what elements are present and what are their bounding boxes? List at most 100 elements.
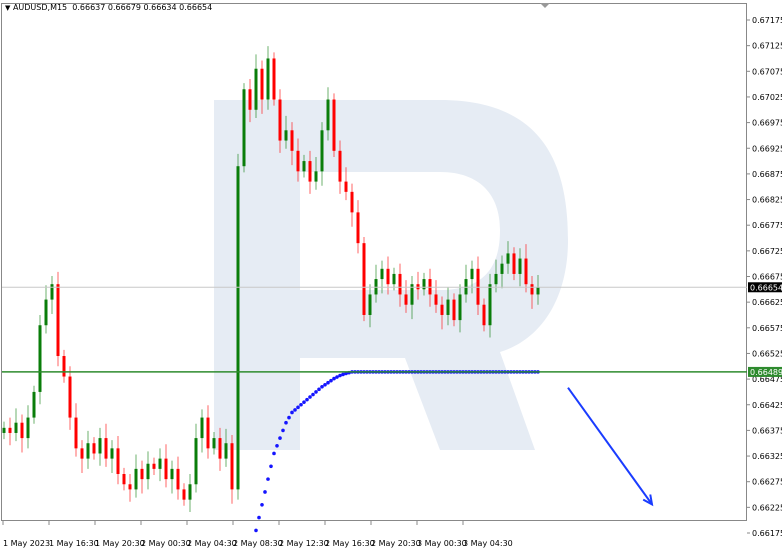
candle — [266, 46, 270, 110]
candle-body — [266, 58, 270, 100]
x-tick-label: 3 May 04:30 — [463, 539, 513, 548]
y-tick-label: 0.66525 — [752, 349, 782, 358]
indicator-dot — [338, 373, 342, 378]
indicator-dot — [323, 382, 327, 387]
indicator-dot — [257, 515, 261, 520]
candle — [428, 268, 432, 307]
candle — [146, 451, 150, 490]
candle-body — [260, 68, 264, 100]
candle — [416, 271, 420, 300]
candle-body — [182, 489, 186, 500]
candle — [170, 460, 174, 494]
candle — [476, 256, 480, 315]
candle — [104, 423, 108, 467]
candle-body — [488, 284, 492, 326]
dropdown-triangle-icon[interactable]: ▼ — [5, 4, 11, 12]
candle-body — [32, 391, 36, 418]
indicator-dot — [308, 395, 312, 399]
candle-body — [20, 422, 24, 439]
y-tick-label: 0.66575 — [752, 324, 782, 333]
candle-body — [212, 438, 216, 449]
y-tick-label: 0.66625 — [752, 298, 782, 307]
candle-body — [122, 474, 126, 485]
plot-frame — [1, 3, 747, 521]
candle — [200, 409, 204, 453]
candle-body — [290, 130, 294, 151]
candle-body — [458, 294, 462, 321]
candles-group — [2, 46, 540, 512]
y-tick-label: 0.66175 — [752, 529, 782, 538]
indicator-dot — [287, 415, 291, 420]
current-price-label: 0.66654 — [750, 283, 782, 292]
y-tick-label: 0.67075 — [752, 67, 782, 76]
indicator-dot — [281, 428, 285, 433]
candle — [260, 60, 264, 114]
indicator-dot — [266, 477, 270, 481]
candle-body — [536, 287, 540, 295]
candle-body — [164, 458, 168, 480]
candle-body — [68, 376, 72, 418]
candle-body — [374, 279, 378, 295]
candle-body — [152, 463, 156, 469]
candle — [464, 264, 468, 303]
price-axis: 0.67175 0.67125 0.67075 0.67025 0.66975 0.669… — [747, 16, 782, 538]
candle-body — [14, 422, 18, 433]
y-tick-label: 0.66675 — [752, 273, 782, 282]
candle-body — [506, 253, 510, 264]
candle-body — [332, 99, 336, 151]
candle — [434, 280, 438, 313]
candle — [392, 267, 396, 291]
candle-body — [284, 130, 288, 141]
candle-body — [104, 438, 108, 459]
candle — [122, 467, 126, 491]
candle-body — [512, 253, 516, 274]
candle-body — [368, 294, 372, 315]
candle — [2, 421, 6, 440]
candle — [308, 150, 312, 194]
candle — [374, 264, 378, 303]
candle — [230, 435, 234, 504]
indicator-dot — [329, 378, 333, 383]
candle-body — [56, 284, 60, 357]
x-tick-label: 2 May 00:30 — [141, 539, 191, 548]
forecast-arrow-line[interactable] — [567, 387, 653, 505]
candle-body — [92, 443, 96, 454]
candle — [158, 448, 162, 482]
candle — [128, 474, 132, 502]
indicator-dots — [254, 370, 540, 533]
candle — [164, 444, 168, 488]
candle — [446, 287, 450, 326]
candle — [218, 427, 222, 471]
candle — [26, 405, 30, 449]
candle — [38, 314, 42, 405]
candle — [116, 436, 120, 485]
candle-body — [200, 417, 204, 439]
indicator-dot — [278, 436, 282, 440]
candle — [536, 274, 540, 305]
indicator-dot — [335, 375, 339, 379]
candle — [8, 417, 12, 446]
candle — [350, 183, 354, 227]
candle-body — [380, 268, 384, 280]
x-tick-label: 2 May 16:30 — [325, 539, 375, 548]
x-tick-label: 1 May 20:30 — [95, 539, 145, 548]
candle — [92, 437, 96, 460]
symbol-label: AUDUSD,M15 — [12, 3, 68, 12]
candle — [344, 167, 348, 201]
y-tick-label: 0.67125 — [752, 42, 782, 51]
candle — [452, 293, 456, 327]
scroll-marker[interactable] — [540, 3, 550, 8]
candle-body — [8, 427, 12, 433]
candle-body — [134, 468, 138, 490]
chart-header: ▼ AUDUSD,M15 0.66637 0.66679 0.66634 0.6… — [5, 3, 212, 12]
indicator-dot — [332, 376, 336, 381]
candle-body — [434, 294, 438, 305]
candle-body — [176, 468, 180, 490]
candle-body — [128, 484, 132, 490]
candle-body — [236, 166, 240, 490]
candle-body — [278, 99, 282, 141]
candle — [380, 260, 384, 294]
candle — [524, 244, 528, 293]
